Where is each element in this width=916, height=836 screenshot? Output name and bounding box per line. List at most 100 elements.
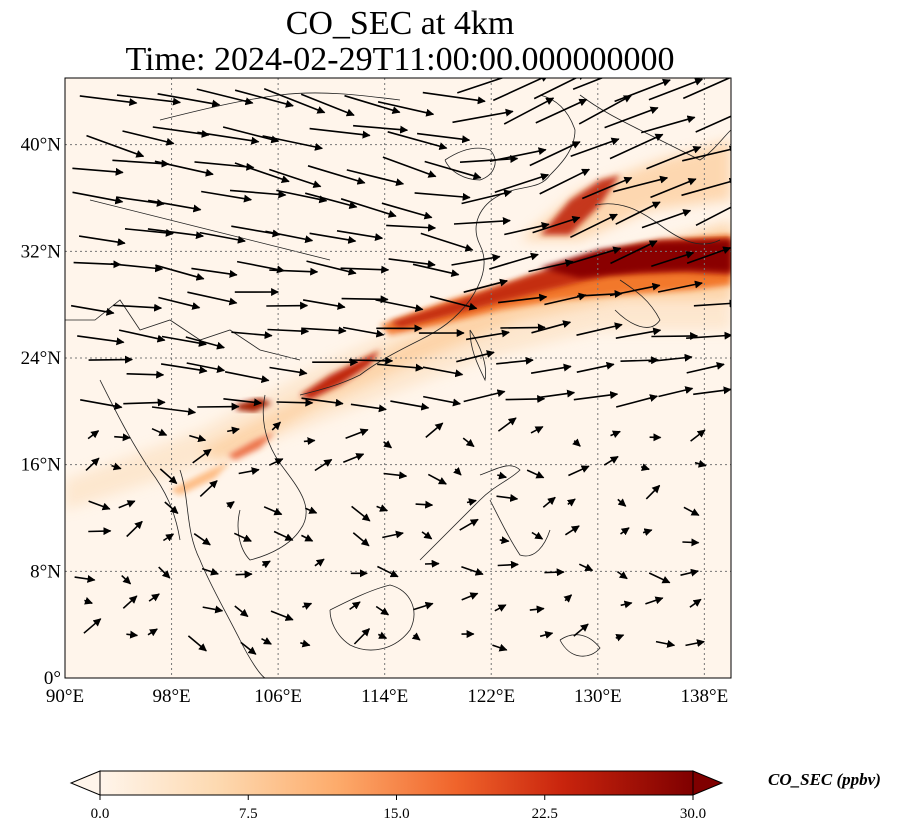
wind-arrow bbox=[238, 467, 260, 475]
wind-arrow bbox=[112, 159, 170, 168]
wind-arrow bbox=[223, 398, 262, 407]
wind-arrow bbox=[646, 145, 702, 170]
wind-arrow bbox=[461, 565, 484, 576]
wind-arrow bbox=[345, 428, 369, 439]
wind-arrow bbox=[301, 397, 344, 407]
wind-arrow bbox=[336, 230, 384, 241]
wind-arrow bbox=[576, 361, 615, 373]
colorbar-extend-max bbox=[692, 770, 724, 796]
wind-arrow bbox=[682, 78, 731, 100]
wind-arrow bbox=[199, 480, 218, 497]
colorbar-gradient bbox=[99, 770, 694, 796]
wind-arrow bbox=[615, 394, 658, 408]
wind-arrow bbox=[387, 131, 448, 151]
wind-arrow bbox=[193, 533, 211, 546]
wind-arrow bbox=[202, 605, 224, 614]
wind-arrow bbox=[497, 417, 517, 432]
wind-arrow bbox=[222, 126, 280, 144]
wind-arrow bbox=[570, 246, 622, 265]
wind-arrow bbox=[539, 168, 591, 195]
wind-arrow bbox=[227, 426, 240, 435]
wind-arrow bbox=[452, 108, 514, 124]
colorbar-tick-label: 22.5 bbox=[532, 806, 558, 822]
wind-arrow bbox=[161, 335, 207, 347]
wind-arrow bbox=[530, 425, 544, 434]
wind-arrow bbox=[459, 154, 519, 163]
wind-arrow bbox=[340, 198, 397, 218]
wind-arrow bbox=[427, 473, 447, 485]
colorbar-tick-label: 15.0 bbox=[383, 806, 409, 822]
wind-arrow bbox=[229, 189, 287, 199]
wind-arrow bbox=[314, 558, 325, 567]
wind-arrow bbox=[118, 500, 136, 509]
lat-tick-label: 8°N bbox=[30, 561, 61, 582]
wind-arrow bbox=[162, 533, 175, 542]
wind-arrow bbox=[411, 632, 421, 641]
wind-arrow bbox=[497, 471, 507, 480]
wind-arrow bbox=[240, 641, 257, 655]
wind-arrow bbox=[88, 500, 111, 511]
wind-arrow bbox=[505, 394, 546, 403]
wind-arrow bbox=[530, 363, 572, 374]
wind-arrow bbox=[497, 560, 519, 569]
wind-arrow bbox=[689, 598, 702, 608]
wind-arrow bbox=[300, 93, 355, 117]
wind-arrow bbox=[155, 264, 205, 281]
wind-arrow bbox=[352, 532, 370, 547]
wind-arrow bbox=[538, 389, 576, 399]
wind-arrow bbox=[196, 88, 254, 106]
wind-arrow bbox=[422, 91, 486, 105]
wind-arrow bbox=[118, 329, 166, 343]
wind-arrow bbox=[529, 141, 581, 167]
wind-arrow bbox=[417, 132, 471, 144]
wind-arrow bbox=[72, 191, 124, 205]
wind-arrow bbox=[236, 260, 285, 274]
wind-arrow bbox=[353, 628, 370, 645]
wind-arrow bbox=[693, 386, 731, 396]
wind-arrow bbox=[414, 192, 471, 201]
wind-arrow bbox=[263, 87, 326, 114]
wind-arrow bbox=[306, 260, 357, 276]
wind-arrow bbox=[539, 631, 554, 639]
lon-tick-label: 106°E bbox=[254, 686, 302, 707]
wind-arrow bbox=[489, 252, 539, 270]
wind-arrow bbox=[301, 534, 314, 542]
wind-arrow bbox=[271, 421, 281, 431]
wind-arrow bbox=[461, 189, 513, 205]
wind-arrow bbox=[309, 232, 357, 244]
wind-arrow bbox=[504, 222, 550, 236]
wind-arrow bbox=[187, 291, 238, 306]
wind-arrow bbox=[72, 167, 124, 176]
colorbar-extend-min bbox=[69, 770, 101, 796]
wind-arrow bbox=[224, 371, 270, 384]
wind-arrow bbox=[500, 323, 546, 332]
wind-arrow bbox=[564, 525, 580, 536]
wind-arrow bbox=[681, 177, 731, 197]
lon-tick-label: 138°E bbox=[681, 686, 729, 707]
wind-arrow bbox=[423, 395, 461, 407]
wind-arrow bbox=[273, 530, 294, 541]
wind-arrow bbox=[494, 604, 507, 612]
wind-arrow bbox=[682, 538, 700, 547]
wind-arrow bbox=[648, 353, 693, 363]
wind-arrow bbox=[158, 296, 201, 310]
wind-arrow bbox=[79, 95, 138, 107]
wind-arrow bbox=[496, 494, 519, 502]
wind-arrow bbox=[382, 156, 437, 178]
lat-tick-label: 32°N bbox=[21, 241, 62, 262]
wind-arrow bbox=[429, 295, 478, 311]
wind-arrow bbox=[122, 130, 175, 146]
wind-arrow bbox=[420, 232, 474, 252]
colorbar: 0.0 7.5 15.0 22.5 30.0 bbox=[69, 770, 724, 822]
wind-arrow bbox=[572, 78, 604, 91]
lat-tick-label: 16°N bbox=[21, 455, 62, 476]
wind-arrow bbox=[187, 635, 207, 652]
wind-arrow bbox=[265, 230, 314, 244]
wind-arrow bbox=[147, 199, 202, 213]
wind-arrow bbox=[645, 596, 664, 605]
wind-arrow bbox=[303, 437, 316, 446]
wind-arrow bbox=[463, 278, 508, 293]
wind-arrow bbox=[189, 434, 207, 443]
wind-arrow bbox=[377, 631, 388, 640]
